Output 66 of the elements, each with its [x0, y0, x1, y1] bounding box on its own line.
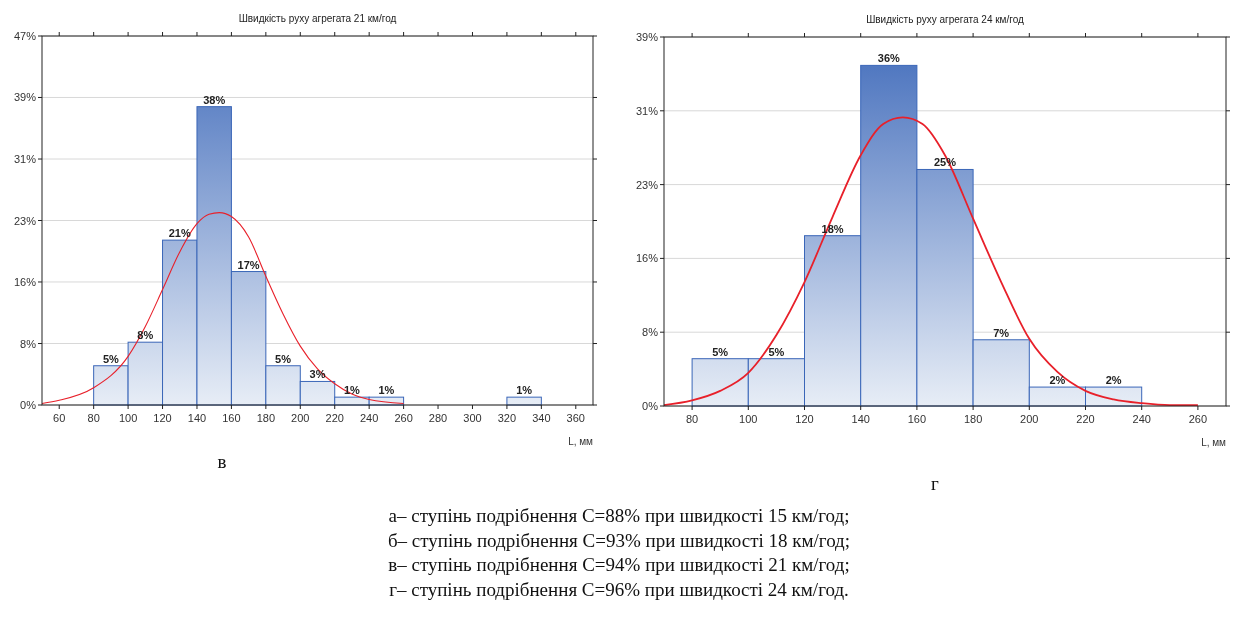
data-label: 1% — [343, 384, 361, 397]
line-series — [663, 116, 1199, 406]
x-tick-label: 100 — [739, 413, 758, 425]
data-label: 1% — [516, 384, 533, 397]
x-tick-label: 240 — [1132, 413, 1151, 425]
y-tick-label: 16% — [635, 252, 659, 265]
chart-title: Швидкість руху агрегата 21 км/год — [238, 13, 397, 24]
data-label: 17% — [237, 258, 260, 271]
y-tick-label: 23% — [635, 178, 659, 191]
y-tick-label: 8% — [20, 337, 37, 350]
y-tick-label: 0% — [20, 399, 37, 411]
x-tick-label: 180 — [256, 412, 276, 424]
data-label: 21% — [168, 227, 191, 240]
line-series — [41, 212, 405, 404]
x-tick-label: 240 — [359, 412, 379, 424]
x-tick-label: 200 — [1020, 413, 1039, 425]
x-tick-label: 140 — [851, 413, 870, 425]
y-tick-label: 16% — [13, 275, 37, 288]
x-tick-label: 260 — [1188, 413, 1208, 425]
x-tick-label: 80 — [685, 413, 699, 425]
x-tick-label: 220 — [325, 412, 344, 424]
data-label: 1% — [378, 384, 395, 397]
x-tick-label: 280 — [428, 412, 448, 424]
y-tick-label: 23% — [13, 214, 37, 227]
text: г — [931, 473, 940, 494]
data-label: 7% — [993, 326, 1010, 339]
x-tick-label: 300 — [463, 412, 482, 424]
x-tick-label: 140 — [187, 412, 207, 424]
x-tick-label: 120 — [795, 413, 814, 425]
x-tick-label: 180 — [963, 413, 983, 425]
y-tick-label: 31% — [13, 153, 37, 166]
data-label: 38% — [203, 93, 226, 106]
data-label: 5% — [768, 345, 785, 358]
data-label: 5% — [275, 352, 292, 365]
x-tick-label: 80 — [87, 412, 100, 424]
x-tick-label: 200 — [291, 412, 310, 424]
y-tick-label: 8% — [642, 326, 659, 339]
data-label: 36% — [877, 52, 901, 65]
text: в — [217, 451, 227, 472]
data-label: 2% — [1105, 374, 1122, 387]
y-tick-label: 39% — [13, 91, 37, 104]
data-label: 2% — [1049, 374, 1066, 387]
text: а– ступінь подрібнення С=88% при швидкості 15 км/год; — [388, 505, 850, 526]
x-tick-label: 60 — [53, 412, 66, 424]
x-tick-label: 100 — [118, 412, 138, 424]
data-label: 5% — [712, 345, 729, 358]
chart-title: Швидкість руху агрегата 24 км/год — [866, 14, 1025, 25]
x-tick-label: 160 — [222, 412, 241, 424]
x-axis-title: L, мм — [1201, 437, 1227, 448]
y-tick-label: 0% — [642, 400, 659, 412]
x-tick-label: 160 — [907, 413, 927, 425]
x-tick-label: 120 — [153, 412, 172, 424]
x-tick-label: 220 — [1076, 413, 1095, 425]
data-label: 5% — [102, 352, 120, 365]
y-tick-label: 31% — [635, 104, 659, 117]
text: б– ступінь подрібнення С=93% при швидкості 18 км/год; — [387, 529, 851, 551]
x-axis-title: L, мм — [568, 436, 594, 447]
text: в– ступінь подрібнення С=94% при швидкості 21 км/год; — [388, 554, 850, 575]
data-label: 3% — [309, 368, 326, 381]
x-tick-label: 320 — [497, 412, 517, 424]
text: г– ступінь подрібнення С=96% при швидкості 24 км/год. — [389, 578, 849, 600]
x-tick-label: 340 — [532, 412, 551, 424]
x-tick-label: 260 — [394, 412, 413, 424]
x-tick-label: 360 — [566, 412, 585, 424]
y-tick-label: 47% — [13, 30, 37, 42]
y-tick-label: 39% — [635, 31, 659, 43]
